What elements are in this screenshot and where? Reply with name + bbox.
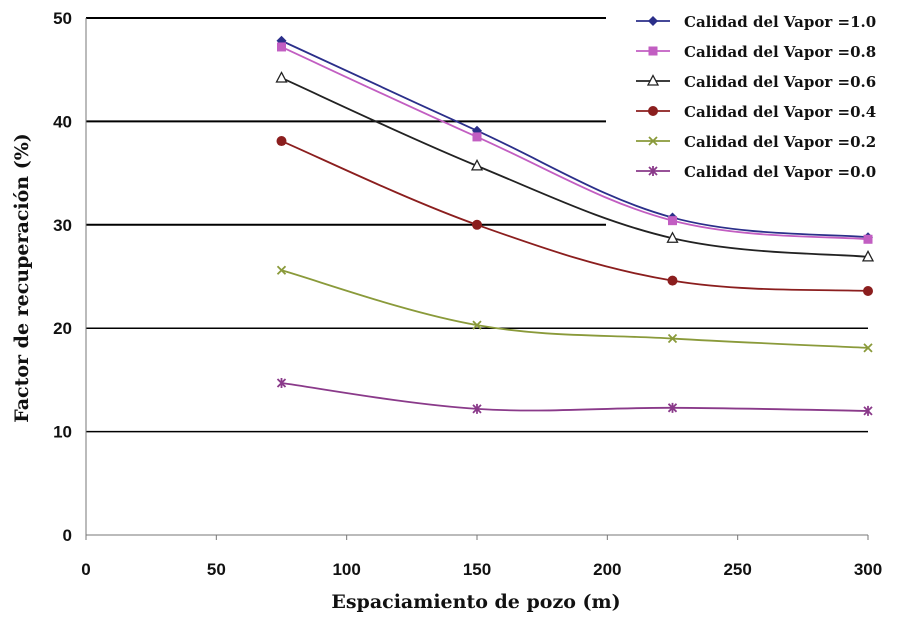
- grid-lines: [86, 17, 868, 433]
- x-tick-label: 150: [463, 560, 491, 579]
- y-axis-title: Factor de recuperación (%): [11, 133, 33, 423]
- data-point: [863, 343, 873, 353]
- series-line: [281, 77, 869, 258]
- series-line: [281, 269, 869, 349]
- axes: [85, 18, 869, 540]
- x-tick-label: 200: [593, 560, 621, 579]
- y-tick-label: 0: [63, 526, 72, 545]
- data-point: [666, 231, 679, 243]
- y-tick-label: 30: [53, 216, 72, 235]
- series-4: [276, 265, 873, 353]
- data-point: [648, 166, 658, 176]
- data-point: [667, 333, 678, 344]
- x-tick-labels: 0 50 100 150 200 250 300: [81, 560, 882, 579]
- legend-label: Calidad del Vapor =1.0: [684, 13, 876, 31]
- data-point: [863, 285, 873, 296]
- data-point: [648, 106, 658, 116]
- data-point: [646, 74, 660, 86]
- data-point: [861, 249, 875, 262]
- data-point: [863, 234, 873, 244]
- x-tick-label: 250: [723, 560, 751, 579]
- data-point: [667, 275, 678, 286]
- data-point: [275, 71, 288, 83]
- y-tick-labels: 0 10 20 30 40 50: [53, 9, 72, 545]
- x-tick-label: 0: [81, 560, 90, 579]
- series-1: [277, 42, 873, 244]
- y-tick-label: 40: [53, 112, 72, 131]
- series-3: [276, 136, 873, 296]
- x-tick-label: 300: [854, 560, 882, 579]
- data-point: [472, 320, 482, 330]
- x-tick-label: 100: [332, 560, 360, 579]
- data-point: [277, 42, 286, 52]
- legend-label: Calidad del Vapor =0.8: [684, 43, 876, 61]
- data-point: [667, 402, 678, 413]
- data-point: [668, 216, 677, 226]
- legend: Calidad del Vapor =1.0 Calidad del Vapor …: [636, 13, 876, 181]
- data-point: [648, 16, 658, 26]
- series-line: [281, 382, 869, 412]
- series-line: [281, 46, 869, 241]
- data-point: [863, 405, 873, 416]
- series-group: [275, 35, 875, 416]
- data-point: [276, 136, 287, 147]
- data-point: [470, 158, 484, 171]
- data-point: [648, 136, 658, 146]
- data-point: [472, 132, 482, 142]
- data-point: [648, 46, 658, 56]
- series-line: [281, 39, 869, 239]
- legend-label: Calidad del Vapor =0.6: [684, 73, 876, 91]
- x-axis-title: Espaciamiento de pozo (m): [331, 591, 620, 613]
- series-5: [276, 378, 873, 416]
- legend-label: Calidad del Vapor =0.4: [684, 103, 876, 121]
- x-tick-label: 50: [207, 560, 226, 579]
- y-tick-label: 10: [53, 423, 72, 442]
- y-tick-label: 50: [53, 9, 72, 28]
- data-point: [472, 219, 482, 230]
- data-point: [276, 378, 287, 389]
- data-point: [276, 265, 287, 275]
- series-2: [275, 71, 875, 262]
- data-point: [472, 403, 482, 414]
- legend-label: Calidad del Vapor =0.0: [684, 163, 876, 181]
- y-tick-label: 20: [53, 319, 72, 338]
- series-line: [281, 140, 869, 292]
- legend-label: Calidad del Vapor =0.2: [684, 133, 876, 151]
